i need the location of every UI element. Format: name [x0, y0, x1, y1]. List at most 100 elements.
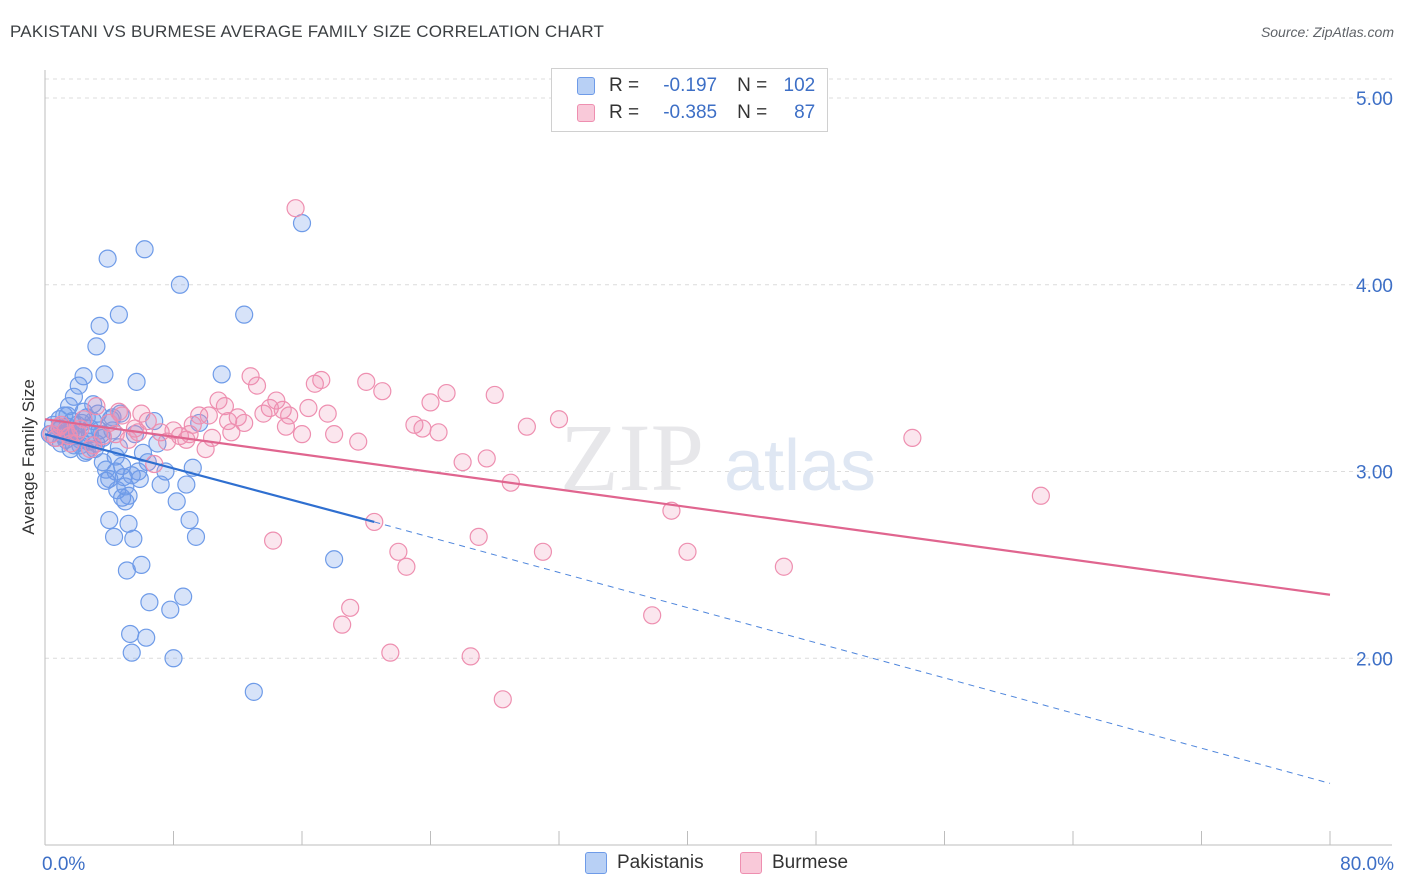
point-pakistanis: [170, 275, 190, 294]
point-burmese: [341, 598, 360, 617]
point-burmese: [1031, 486, 1050, 505]
point-pakistanis: [74, 367, 93, 386]
point-burmese: [299, 398, 318, 418]
trend-layer: [44, 418, 1331, 784]
point-pakistanis: [119, 486, 138, 505]
legend-row-pakistanis: R = -0.197 N = 102: [577, 73, 815, 99]
point-burmese: [421, 393, 440, 412]
point-pakistanis: [137, 628, 156, 647]
point-burmese: [318, 404, 337, 423]
point-burmese: [493, 690, 512, 709]
point-burmese: [349, 432, 368, 451]
legend-r-value: -0.197: [663, 75, 718, 96]
bottom-legend: Pakistanis Burmese: [0, 852, 1406, 876]
y-tick-label: 2.00: [1356, 649, 1393, 670]
bottom-legend-label: Pakistanis: [617, 852, 704, 873]
trend-line-burmese: [44, 418, 1331, 596]
point-burmese: [267, 391, 286, 410]
point-burmese: [215, 397, 234, 416]
point-pakistanis: [174, 587, 193, 606]
legend-n-label: N =: [737, 102, 768, 123]
legend-r-label: R =: [609, 102, 640, 123]
point-burmese: [219, 411, 238, 431]
point-burmese: [132, 404, 151, 423]
point-burmese: [312, 370, 331, 390]
point-pakistanis: [112, 456, 132, 476]
bottom-legend-label: Burmese: [772, 852, 849, 873]
legend-swatch-burmese: [577, 104, 595, 122]
point-burmese: [381, 643, 400, 662]
point-pakistanis: [325, 550, 344, 569]
legend-swatch-pakistanis: [585, 852, 607, 874]
point-burmese: [413, 419, 432, 438]
point-pakistanis: [104, 527, 124, 546]
point-burmese: [286, 199, 305, 218]
watermark-atlas: atlas: [724, 426, 876, 506]
watermark-zip: ZIP: [560, 404, 704, 511]
point-burmese: [280, 406, 299, 425]
legend-swatch-pakistanis: [577, 77, 595, 95]
points-layer: [40, 199, 1050, 709]
point-burmese: [453, 453, 472, 472]
point-pakistanis: [121, 624, 140, 644]
point-pakistanis: [177, 475, 196, 494]
point-burmese: [373, 382, 392, 401]
watermark-layer: ZIP atlas: [560, 404, 876, 511]
point-burmese: [241, 367, 260, 386]
point-burmese: [87, 397, 106, 416]
point-pakistanis: [87, 337, 106, 356]
legend-n-value: 87: [794, 102, 816, 123]
point-burmese: [292, 425, 312, 444]
point-burmese: [485, 385, 504, 405]
point-burmese: [517, 417, 536, 436]
point-burmese: [199, 406, 218, 425]
point-pakistanis: [95, 365, 114, 384]
point-burmese: [109, 402, 128, 421]
point-pakistanis: [135, 240, 154, 259]
point-pakistanis: [124, 529, 143, 548]
point-burmese: [429, 423, 448, 442]
point-pakistanis: [186, 527, 206, 546]
point-pakistanis: [122, 466, 141, 485]
x-tick-label: 0.0%: [42, 854, 85, 875]
point-burmese: [235, 413, 254, 433]
point-burmese: [469, 527, 488, 546]
legend-n-value: 102: [783, 75, 816, 96]
point-pakistanis: [212, 365, 231, 384]
point-pakistanis: [69, 376, 88, 395]
trend-line-pakistanis: [44, 433, 375, 523]
point-burmese: [643, 606, 662, 625]
point-burmese: [247, 376, 267, 395]
y-axis-label: Average Family Size: [19, 379, 38, 535]
y-tick-label: 3.00: [1356, 463, 1393, 484]
axes-layer: 2.00 3.00 4.00 5.00 0.0% 80.0%: [42, 70, 1394, 875]
point-pakistanis: [180, 510, 199, 530]
point-burmese: [461, 647, 480, 666]
point-pakistanis: [98, 249, 117, 268]
point-pakistanis: [140, 593, 159, 612]
point-pakistanis: [244, 682, 263, 701]
point-pakistanis: [100, 510, 119, 530]
bottom-legend-burmese[interactable]: Burmese: [740, 852, 848, 874]
point-burmese: [477, 449, 496, 468]
point-burmese: [263, 531, 283, 550]
bottom-legend-pakistanis[interactable]: Pakistanis: [585, 852, 704, 874]
point-burmese: [190, 406, 209, 425]
point-pakistanis: [161, 600, 180, 619]
y-tick-label: 4.00: [1356, 276, 1393, 297]
point-burmese: [389, 542, 408, 561]
point-burmese: [325, 425, 344, 444]
point-burmese: [678, 542, 697, 561]
point-burmese: [276, 417, 296, 436]
point-burmese: [437, 383, 456, 403]
legend-row-burmese: R = -0.385 N = 87: [577, 100, 815, 126]
trend-line-pakistanis-extension: [374, 521, 1331, 784]
point-burmese: [903, 428, 922, 447]
chart-title: PAKISTANI VS BURMESE AVERAGE FAMILY SIZE…: [10, 22, 605, 41]
point-burmese: [533, 542, 553, 561]
point-pakistanis: [127, 372, 146, 391]
point-burmese: [357, 372, 376, 391]
point-pakistanis: [109, 305, 128, 324]
legend-r-label: R =: [609, 75, 640, 96]
